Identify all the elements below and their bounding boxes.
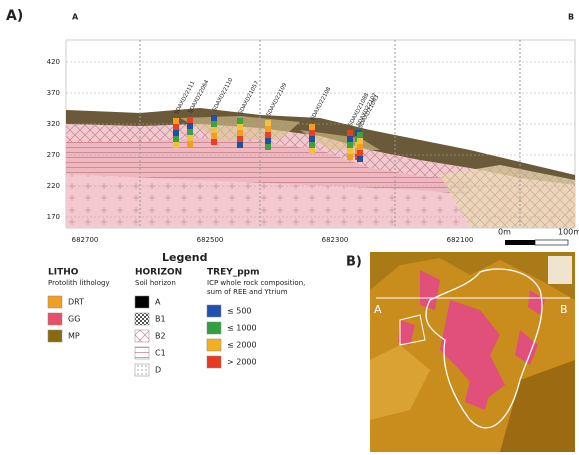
legend-label: GG [68, 315, 80, 324]
legend-heading: TREY_ppm [207, 268, 260, 278]
drillhole-segment [309, 124, 315, 130]
scale-label: 100m [558, 228, 579, 237]
section-end: A [72, 13, 79, 22]
legend-heading: LITHO [48, 268, 79, 278]
legend-swatch [207, 356, 221, 368]
drillhole-segment [347, 148, 353, 154]
y-tick-label: 170 [47, 213, 60, 221]
legend-swatch [135, 296, 149, 308]
scale-bar [535, 240, 568, 245]
drillhole-segment [347, 130, 353, 136]
legend-subtitle: Soil horizon [135, 279, 176, 287]
section-end: B [560, 303, 568, 316]
legend-swatch [48, 313, 62, 325]
drillhole-segment [237, 130, 243, 136]
y-tick-label: 270 [47, 151, 60, 159]
drillhole-segment [309, 142, 315, 148]
x-tick-label: 682100 [447, 236, 474, 244]
drillhole-segment [187, 129, 193, 135]
cross-section [66, 40, 575, 228]
drillhole-segment [237, 118, 243, 124]
legend-swatch [207, 339, 221, 351]
legend-label: ≤ 500 [227, 307, 252, 316]
drillhole-segment [309, 130, 315, 136]
scale-bar [505, 240, 535, 245]
legend-label: D [155, 366, 161, 375]
drillhole-segment [237, 136, 243, 142]
section-end: B [568, 13, 574, 22]
drillhole-segment [357, 156, 363, 162]
drillhole-segment [309, 136, 315, 142]
drillhole-segment [237, 142, 243, 148]
drillhole-segment [265, 120, 271, 126]
drillhole-segment [211, 115, 217, 121]
drillhole-segment [347, 142, 353, 148]
drillhole-segment [265, 138, 271, 144]
drillhole-segment [173, 142, 179, 148]
drillhole-segment [347, 154, 353, 160]
figure: A) A B 420 370 320 270 220 170 682700 682500 68… [0, 0, 579, 455]
legend-label: ≤ 2000 [227, 341, 257, 350]
legend-swatch [135, 313, 149, 325]
y-tick-label: 220 [47, 182, 60, 190]
legend-swatch [48, 296, 62, 308]
map [370, 252, 575, 452]
legend-label: B1 [155, 315, 166, 324]
legend-swatch [207, 322, 221, 334]
panel-label: B) [346, 255, 362, 270]
drillhole-segment [357, 150, 363, 156]
legend-swatch [135, 364, 149, 376]
x-tick-label: 682300 [322, 236, 349, 244]
drillhole-segment [265, 132, 271, 138]
drillhole-segment [187, 135, 193, 141]
legend-swatch [135, 347, 149, 359]
drillhole-segment [187, 141, 193, 147]
legend-subtitle: ICP whole rock composition, [207, 279, 305, 287]
legend-title: Legend [162, 251, 208, 264]
drillhole-segment [265, 126, 271, 132]
legend-label: MP [68, 332, 80, 341]
drillhole-segment [357, 132, 363, 138]
drillhole-segment [237, 124, 243, 130]
legend-swatch [135, 330, 149, 342]
section-end: A [374, 303, 382, 316]
scale-label: 0m [498, 228, 511, 237]
y-tick-label: 420 [47, 58, 60, 66]
legend-label: A [155, 298, 161, 307]
drillhole-segment [357, 144, 363, 150]
drillhole-segment [211, 133, 217, 139]
legend-swatch [48, 330, 62, 342]
drillhole-segment [211, 139, 217, 145]
drillhole-segment [173, 124, 179, 130]
legend-subtitle: sum of REE and Ytrium [207, 288, 288, 296]
panel-label: A) [6, 8, 23, 24]
legend-label: C1 [155, 349, 166, 358]
drillhole-segment [173, 136, 179, 142]
legend-label: B2 [155, 332, 166, 341]
x-tick-label: 682500 [197, 236, 224, 244]
legend-label: ≤ 1000 [227, 324, 257, 333]
y-tick-label: 370 [47, 89, 60, 97]
drillhole-segment [265, 144, 271, 150]
drillhole-segment [309, 148, 315, 154]
drillhole-segment [173, 118, 179, 124]
legend-label: > 2000 [227, 358, 257, 367]
legend-heading: HORIZON [135, 268, 182, 278]
legend-swatch [207, 305, 221, 317]
drillhole-segment [211, 121, 217, 127]
y-tick-label: 320 [47, 120, 60, 128]
legend-label: DRT [68, 298, 84, 307]
drillhole-segment [187, 123, 193, 129]
drillhole-segment [187, 117, 193, 123]
drillhole-segment [357, 138, 363, 144]
drillhole-segment [347, 136, 353, 142]
x-tick-label: 682700 [72, 236, 99, 244]
legend-subtitle: Protolith lithology [48, 279, 110, 287]
drillhole-segment [173, 130, 179, 136]
drillhole-segment [211, 127, 217, 133]
